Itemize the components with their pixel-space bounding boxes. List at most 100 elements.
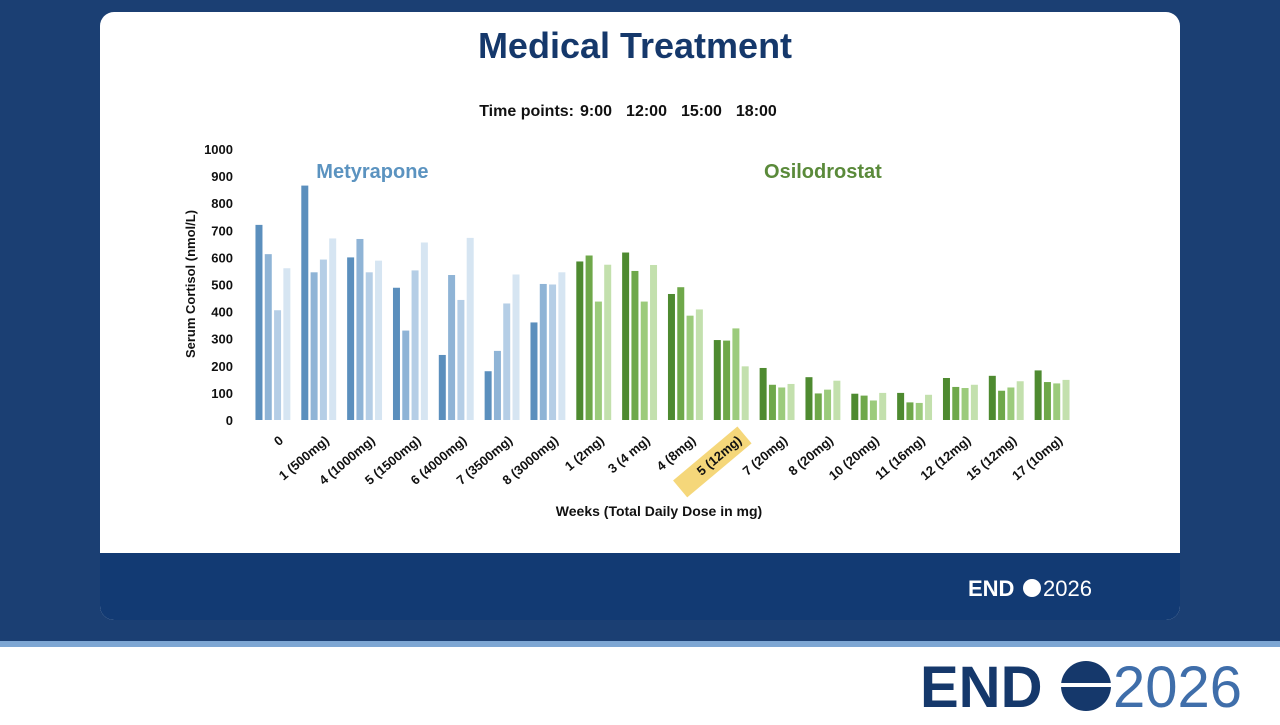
logo-globe-band — [1060, 683, 1112, 687]
bar — [1043, 382, 1051, 420]
bar — [576, 261, 584, 420]
bar — [503, 303, 511, 420]
bar — [732, 328, 740, 420]
bar — [329, 238, 337, 420]
bar — [402, 330, 410, 420]
y-tick-label: 900 — [211, 169, 233, 184]
bar — [301, 185, 309, 420]
bar — [942, 377, 950, 420]
bar — [375, 260, 383, 420]
bar — [713, 340, 721, 420]
bar — [768, 384, 776, 420]
bar — [319, 259, 327, 420]
bar — [530, 322, 538, 420]
footer-logo-small: END 2026 — [968, 576, 1092, 601]
bar — [255, 224, 263, 420]
bar — [897, 392, 905, 420]
bar — [833, 380, 841, 420]
bar — [274, 310, 282, 420]
bar — [585, 255, 593, 420]
bar — [264, 254, 272, 420]
y-tick-label: 700 — [211, 223, 233, 238]
y-tick-label: 400 — [211, 305, 233, 320]
footer-logo-large: END 2026 — [920, 655, 1242, 720]
bar — [805, 377, 813, 420]
time-point: 18:00 — [736, 103, 777, 120]
bar — [778, 387, 786, 420]
bar — [915, 402, 923, 420]
bar — [1053, 383, 1061, 420]
bar — [594, 301, 602, 420]
bar — [466, 237, 474, 420]
stripe — [0, 641, 1280, 647]
bar — [998, 390, 1006, 420]
bar — [411, 270, 419, 420]
bar — [558, 272, 566, 420]
logo-year: 2026 — [1043, 576, 1092, 601]
bar — [667, 293, 675, 420]
bar — [814, 393, 822, 420]
highlight — [673, 426, 752, 498]
bar — [695, 309, 703, 420]
chart-title: Medical Treatment — [478, 25, 792, 66]
bar — [824, 389, 832, 420]
group-label: Osilodrostat — [764, 161, 882, 183]
bar — [310, 272, 318, 420]
bar — [448, 275, 456, 420]
y-axis-label: Serum Cortisol (nmol/L) — [183, 210, 198, 358]
bar — [759, 367, 767, 420]
bar — [677, 287, 685, 420]
y-tick-label: 0 — [226, 413, 233, 428]
bar — [1034, 370, 1042, 420]
bar — [640, 301, 648, 420]
bar — [484, 371, 492, 420]
bar — [970, 384, 978, 420]
y-tick-label: 600 — [211, 250, 233, 265]
bar — [365, 272, 373, 420]
subtitle-label: Time points: — [479, 103, 574, 120]
bar — [420, 242, 428, 420]
y-tick-label: 200 — [211, 359, 233, 374]
bar — [283, 268, 291, 420]
bar — [356, 238, 364, 420]
time-point: 9:00 — [580, 103, 612, 120]
bar — [493, 350, 501, 420]
time-point: 12:00 — [626, 103, 667, 120]
time-point: 15:00 — [681, 103, 722, 120]
bar — [851, 393, 859, 420]
y-tick-label: 500 — [211, 278, 233, 293]
bar — [952, 386, 960, 420]
bar — [925, 394, 933, 420]
bar — [1007, 387, 1015, 420]
y-tick-label: 1000 — [204, 142, 233, 157]
bar — [869, 400, 877, 420]
bar — [860, 395, 868, 420]
bar — [438, 354, 446, 420]
bar — [539, 283, 547, 420]
bar — [622, 252, 630, 420]
subtitle: Time points: 9:00 12:00 15:00 18:00 — [479, 103, 777, 120]
logo-globe — [1023, 579, 1041, 597]
bar — [392, 287, 400, 420]
bar — [347, 257, 355, 420]
bar — [723, 340, 731, 420]
slide-footer — [100, 553, 1180, 620]
y-tick-label: 800 — [211, 196, 233, 211]
bar — [787, 383, 795, 420]
y-tick-label: 300 — [211, 332, 233, 347]
bar — [1062, 379, 1070, 420]
logo-text: END — [968, 576, 1014, 601]
bar — [961, 388, 969, 420]
logo-year: 2026 — [1113, 655, 1242, 720]
bar — [686, 315, 694, 420]
bar — [879, 392, 887, 420]
bar — [512, 274, 520, 420]
bar — [457, 299, 465, 420]
group-label: Metyrapone — [316, 161, 428, 183]
bar — [1016, 381, 1024, 420]
slide-card — [100, 12, 1180, 620]
y-tick-label: 100 — [211, 386, 233, 401]
bar — [549, 284, 557, 420]
